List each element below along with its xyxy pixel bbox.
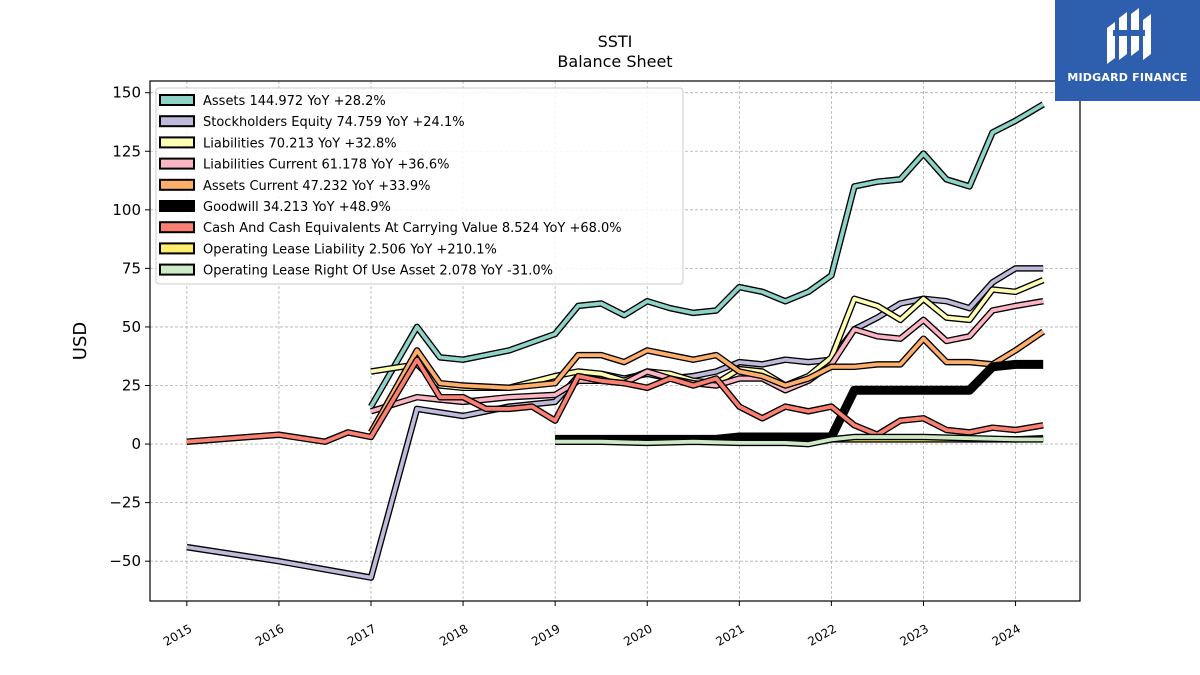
legend-entry-label: Stockholders Equity 74.759 YoY +24.1%	[203, 115, 465, 130]
x-tick-label: 2017	[345, 621, 378, 648]
y-tick-label: 0	[131, 435, 141, 453]
legend-swatch	[159, 200, 195, 212]
legend-entry-label: Operating Lease Liability 2.506 YoY +210…	[203, 242, 497, 257]
y-tick-label: 100	[112, 201, 141, 219]
legend-swatch	[159, 157, 195, 170]
y-tick-label: 50	[122, 318, 141, 336]
legend-entry-label: Liabilities Current 61.178 YoY +36.6%	[203, 158, 450, 173]
legend-swatch	[159, 178, 195, 191]
legend-entry-label: Assets 144.972 YoY +28.2%	[203, 94, 386, 109]
x-tick-label: 2023	[898, 621, 931, 648]
legend-box	[155, 87, 684, 285]
legend-entry-label: Goodwill 34.213 YoY +48.9%	[203, 200, 391, 215]
y-tick-label: 150	[112, 84, 141, 102]
legend-swatch	[159, 115, 195, 128]
logo-mark-icon	[1107, 8, 1151, 64]
y-axis-label: USD	[70, 322, 91, 360]
plot-area-frame	[149, 80, 1081, 602]
legend-swatch	[159, 136, 195, 149]
y-tick-label: 125	[112, 142, 141, 160]
x-tick-label: 2022	[805, 621, 838, 648]
x-tick-label: 2019	[529, 621, 562, 648]
y-tick-label: −25	[109, 494, 141, 512]
series-line-outline-1	[186, 265, 1044, 581]
legend-swatch	[159, 242, 195, 255]
x-tick-label: 2018	[437, 621, 470, 648]
chart-subtitle: Balance Sheet	[557, 52, 672, 71]
series-line-8	[555, 435, 1044, 447]
legend-swatch	[159, 263, 195, 276]
series-lines	[186, 101, 1046, 581]
x-tick-label: 2024	[990, 621, 1023, 648]
logo-text: MIDGARD FINANCE	[1067, 71, 1188, 84]
legend-entry-label: Liabilities 70.213 YoY +32.8%	[203, 136, 397, 151]
chart-title: SSTI	[598, 32, 633, 51]
legend-swatch	[159, 221, 195, 234]
y-tick-label: 75	[122, 259, 141, 277]
series-line-6	[186, 357, 1044, 444]
series-line-4	[369, 330, 1045, 434]
series-line-3	[370, 299, 1044, 414]
legend-swatch	[159, 94, 195, 106]
legend-entry-label: Assets Current 47.232 YoY +33.9%	[203, 179, 430, 194]
x-tick-label: 2015	[161, 621, 194, 648]
midgard-finance-logo: MIDGARD FINANCE	[1055, 0, 1200, 101]
legend-entry-label: Cash And Cash Equivalents At Carrying Va…	[203, 221, 622, 236]
series-line-1	[186, 266, 1044, 580]
series-line-0	[369, 102, 1045, 408]
legend-entry-label: Operating Lease Right Of Use Asset 2.078…	[203, 264, 553, 279]
legend: Assets 144.972 YoY +28.2% Stockholders Eq…	[155, 87, 684, 285]
x-tick-label: 2021	[713, 621, 746, 648]
y-tick-label: −50	[109, 552, 141, 570]
x-tick-label: 2020	[621, 621, 654, 648]
series-line-outline-6	[186, 356, 1044, 445]
x-tick-label: 2016	[253, 621, 286, 648]
y-tick-label: 25	[122, 377, 141, 395]
